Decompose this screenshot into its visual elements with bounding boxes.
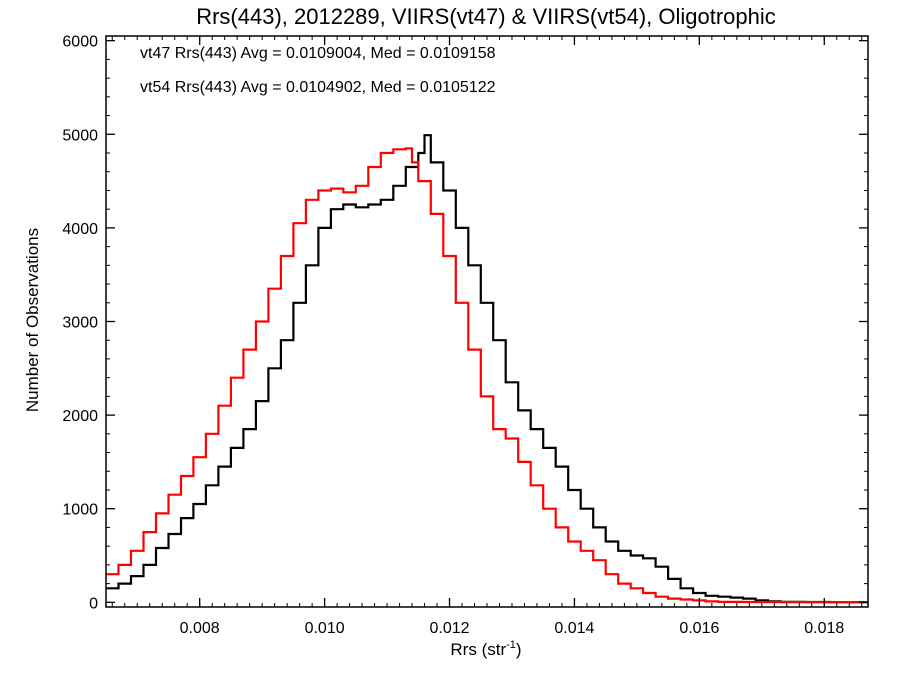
y-tick-label: 2000 [62,408,98,425]
x-axis-label-close: ) [516,640,522,659]
y-axis-label: Number of Observations [23,228,42,412]
x-tick-label: 0.018 [804,620,844,637]
y-tick-label: 5000 [62,127,98,144]
plot-area [106,134,868,604]
x-tick-label: 0.012 [430,620,470,637]
x-axis-label-sup: -1 [506,639,516,651]
annotation-vt54: vt54 Rrs(443) Avg = 0.0104902, Med = 0.0… [140,79,496,96]
series-line-1 [106,147,868,604]
chart-title: Rrs(443), 2012289, VIIRS(vt47) & VIIRS(v… [196,4,776,29]
x-tick-label: 0.010 [305,620,345,637]
plot-frame [105,35,869,608]
series-line-0 [106,134,868,604]
x-tick-label: 0.016 [679,620,719,637]
x-tick-label: 0.008 [180,620,220,637]
y-tick-label: 3000 [62,315,98,332]
axis-ticks: 0.008 0.010 0.012 0.014 0.016 0.018 0 1000 2000 3… [62,34,868,637]
y-tick-label: 0 [89,595,98,612]
y-tick-label: 6000 [62,34,98,51]
y-tick-label: 4000 [62,221,98,238]
y-tick-label: 1000 [62,502,98,519]
x-axis-label-main: Rrs (str [450,640,506,659]
x-axis-label: Rrs (str-1) [450,639,521,659]
x-tick-label: 0.014 [554,620,594,637]
annotation-vt47: vt47 Rrs(443) Avg = 0.0109004, Med = 0.0… [140,45,496,62]
